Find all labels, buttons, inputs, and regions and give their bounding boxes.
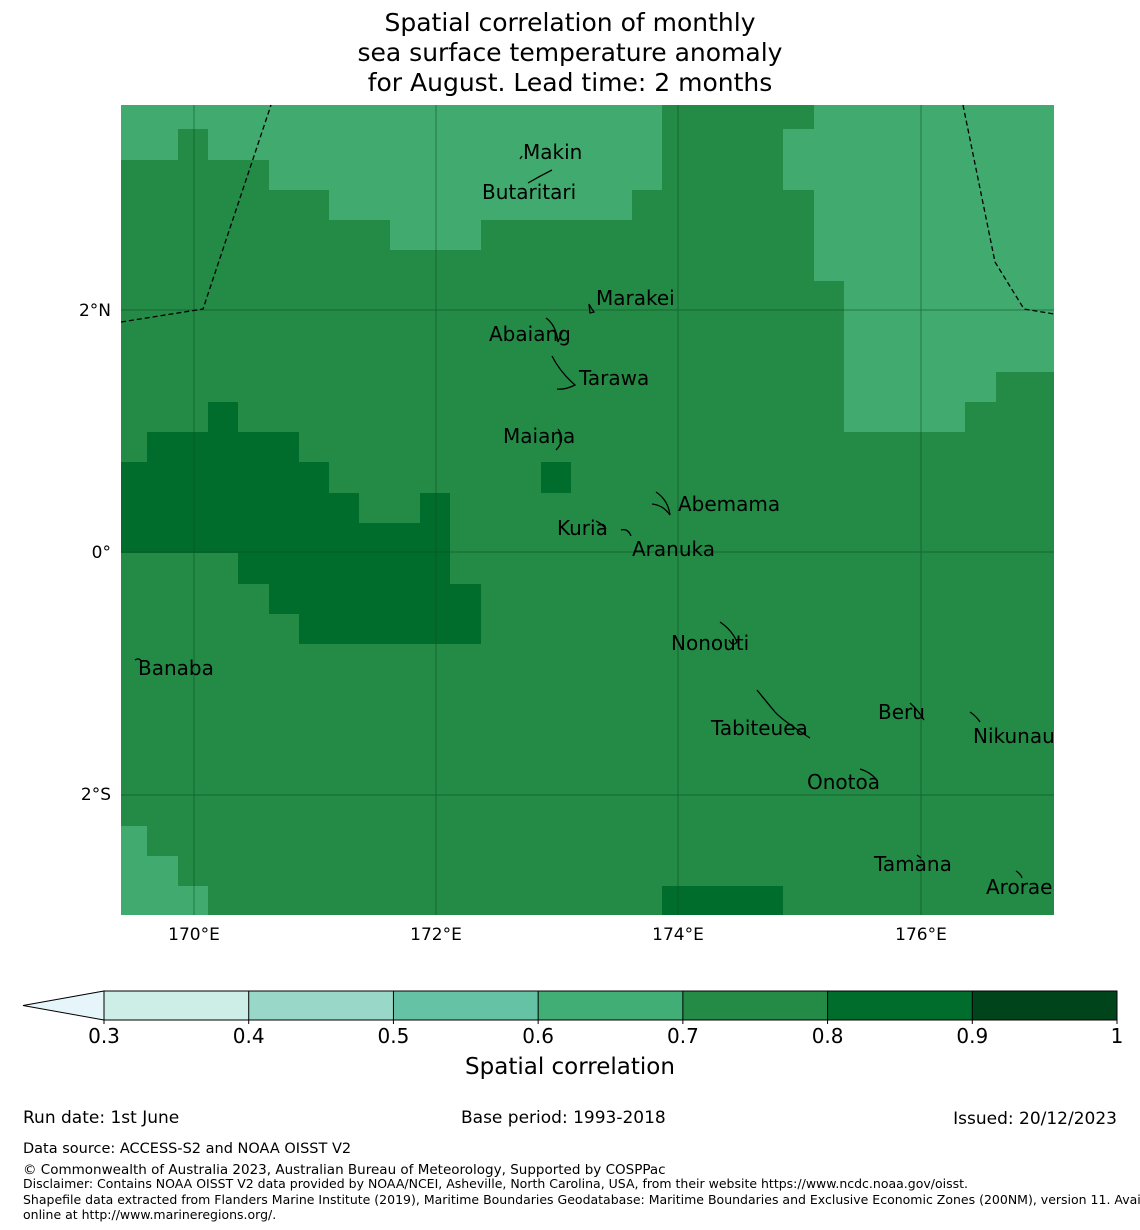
region-west-dark xyxy=(121,402,481,644)
correlation-0.8-0.9-regions xyxy=(121,402,783,915)
island-outlines xyxy=(134,155,1023,879)
island-label-tabiteuea: Tabiteuea xyxy=(710,716,808,740)
colorbar-segment xyxy=(682,991,829,1020)
correlation-0.6-0.7-regions xyxy=(121,105,1054,915)
island-label-kuria: Kuria xyxy=(557,516,608,540)
colorbar-segment xyxy=(972,991,1118,1020)
colorbar-label: Spatial correlation xyxy=(465,1054,675,1080)
colorbar-tick-0.7: 0.7 xyxy=(666,1024,699,1048)
title-line-3: for August. Lead time: 2 months xyxy=(367,68,773,97)
disclaimer-text: Disclaimer: Contains NOAA OISST V2 data … xyxy=(23,1176,968,1191)
colorbar-under-arrow xyxy=(22,990,105,1021)
colorbar-segment xyxy=(393,991,539,1020)
region-center-dark xyxy=(541,462,571,493)
colorbar-segments xyxy=(104,991,1118,1020)
colorbar-segment xyxy=(104,991,250,1020)
island-labels: Makin Butaritari Marakei Abaiang Tarawa … xyxy=(138,140,1055,899)
colorbar-segment xyxy=(827,991,973,1020)
lon-tick-172: 172°E xyxy=(410,925,462,945)
data-source: Data source: ACCESS-S2 and NOAA OISST V2 xyxy=(23,1141,352,1157)
colorbar-segment xyxy=(248,991,394,1020)
region-south-dark xyxy=(662,886,783,915)
colorbar-tick-0.6: 0.6 xyxy=(522,1024,554,1048)
shapefile-text-1: Shapefile data extracted from Flanders M… xyxy=(23,1192,1140,1207)
colorbar-tick-0.4: 0.4 xyxy=(232,1024,265,1048)
axis-tick-labels: 170°E 172°E 174°E 176°E 2°N 0° 2°S xyxy=(79,301,947,945)
island-label-aranuka: Aranuka xyxy=(632,537,715,561)
title-line-2: sea surface temperature anomaly xyxy=(357,38,783,67)
lon-tick-174: 174°E xyxy=(652,925,704,945)
shapefile-text-2: online at http://www.marineregions.org/. xyxy=(23,1207,277,1222)
colorbar xyxy=(22,990,1118,1024)
region-north-light xyxy=(121,105,662,250)
island-label-marakei: Marakei xyxy=(596,286,675,310)
island-label-abaiang: Abaiang xyxy=(489,322,571,346)
colorbar-segment xyxy=(538,991,684,1020)
colorbar-tick-0.5: 0.5 xyxy=(377,1024,410,1048)
island-label-maiana: Maiana xyxy=(503,424,575,448)
lon-tick-176: 176°E xyxy=(895,925,947,945)
island-label-nikunau: Nikunau xyxy=(973,724,1055,748)
region-east-light xyxy=(783,105,1054,432)
region-southwest-light xyxy=(121,826,208,915)
island-label-tarawa: Tarawa xyxy=(578,366,649,390)
chart-title: Spatial correlation of monthly sea surfa… xyxy=(270,8,870,98)
island-label-onotoa: Onotoa xyxy=(807,770,880,794)
island-label-abemama: Abemama xyxy=(678,492,780,516)
colorbar-tick-marks xyxy=(103,991,1118,1024)
island-label-butaritari: Butaritari xyxy=(482,180,576,204)
island-label-beru: Beru xyxy=(878,700,925,724)
lon-tick-170: 170°E xyxy=(168,925,220,945)
lat-tick-2s: 2°S xyxy=(81,785,111,805)
run-date: Run date: 1st June xyxy=(23,1108,180,1128)
issued-date: Issued: 20/12/2023 xyxy=(953,1109,1117,1129)
colorbar-tick-0.9: 0.9 xyxy=(956,1024,989,1048)
island-label-makin: Makin xyxy=(523,140,582,164)
lat-tick-2n: 2°N xyxy=(79,301,111,321)
island-label-banaba: Banaba xyxy=(138,656,214,680)
island-label-arorae: Arorae xyxy=(986,875,1052,899)
base-period: Base period: 1993-2018 xyxy=(461,1108,666,1128)
lat-tick-0: 0° xyxy=(92,543,111,563)
title-line-1: Spatial correlation of monthly xyxy=(384,8,756,37)
colorbar-tick-0.3: 0.3 xyxy=(88,1024,120,1048)
eez-boundary xyxy=(120,104,1055,323)
copyright-text: © Commonwealth of Australia 2023, Austra… xyxy=(23,1162,666,1178)
colorbar-tick-1: 1 xyxy=(1110,1024,1124,1048)
island-label-tamana: Tamana xyxy=(873,852,952,876)
island-label-nonouti: Nonouti xyxy=(671,631,749,655)
gridlines xyxy=(121,105,1054,915)
colorbar-tick-0.8: 0.8 xyxy=(811,1024,844,1048)
